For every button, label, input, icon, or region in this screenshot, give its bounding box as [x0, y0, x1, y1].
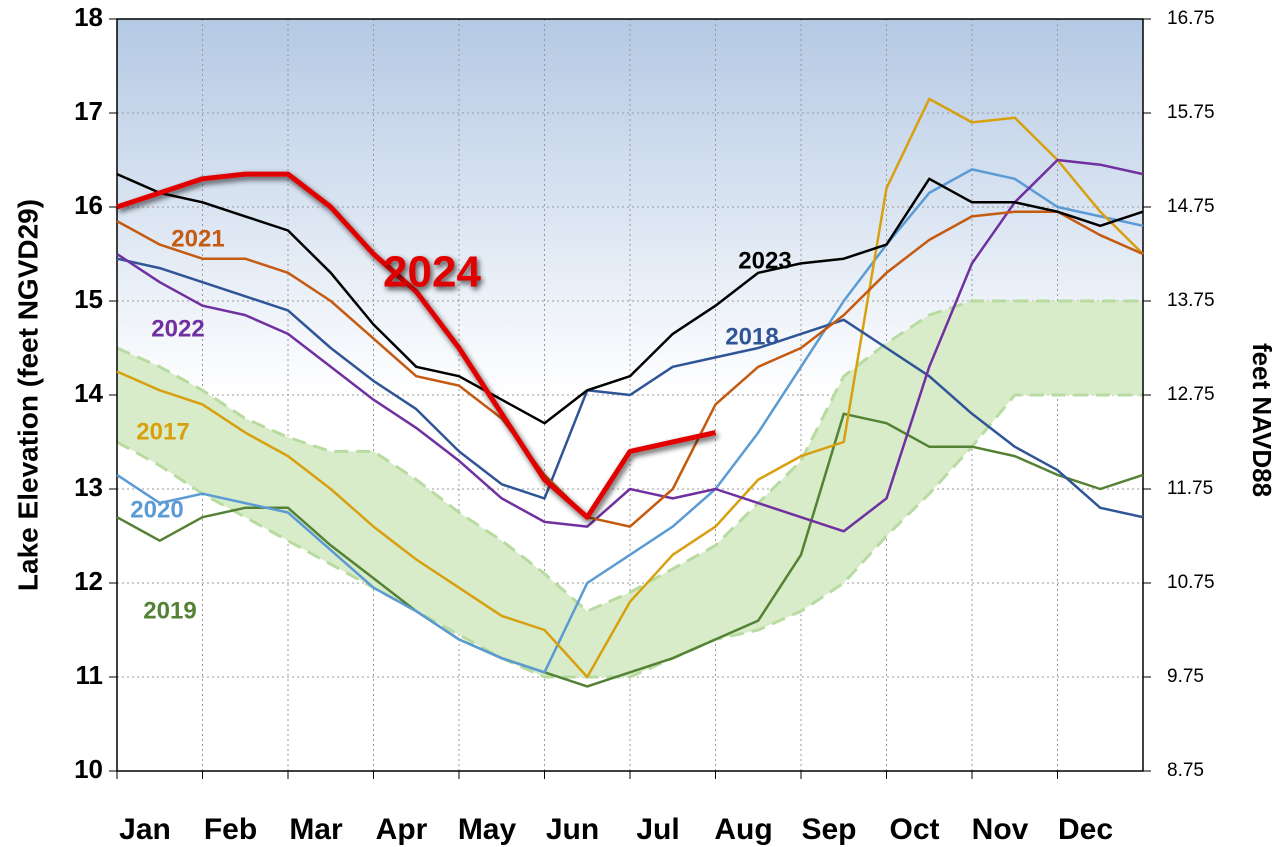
series-line — [116, 257, 1144, 519]
y2-tick-label: 10.75 — [1167, 572, 1215, 593]
series-line — [116, 171, 717, 520]
series-label: 2020 — [130, 496, 183, 523]
y-tick-label: 17 — [74, 96, 103, 126]
y2-axis-title: feet NAVD88 — [1247, 343, 1277, 497]
x-tick-label: Nov — [972, 813, 1029, 846]
y2-tick-label: 13.75 — [1167, 290, 1215, 311]
band-edge — [116, 299, 1143, 613]
y-tick-label: 13 — [74, 472, 103, 502]
x-tick-label: Mar — [289, 813, 343, 846]
series-label: 2018 — [725, 323, 778, 350]
y2-tick-label: 16.75 — [1167, 8, 1215, 29]
x-tick-label: Feb — [204, 813, 257, 846]
series-line — [116, 168, 1144, 674]
y-tick-label: 18 — [74, 2, 103, 32]
series-label: 2017 — [136, 418, 189, 445]
y2-tick-label: 9.75 — [1167, 666, 1204, 687]
plot-frame — [116, 18, 1144, 772]
x-tick-label: Jul — [636, 813, 679, 846]
series-line — [116, 97, 1144, 679]
x-tick-label: Jan — [119, 813, 171, 846]
series-line — [116, 172, 1144, 425]
series-line — [116, 158, 1144, 533]
x-tick-label: Jun — [546, 813, 599, 846]
y2-tick-label: 12.75 — [1167, 384, 1215, 405]
series-line — [116, 412, 1144, 688]
y-tick-label: 10 — [74, 754, 103, 784]
x-tick-label: Dec — [1058, 813, 1113, 846]
series-label: 2021 — [171, 225, 224, 252]
x-tick-label: Aug — [714, 813, 772, 846]
y2-tick-label: 15.75 — [1167, 102, 1215, 123]
y-tick-label: 11 — [76, 660, 104, 690]
band-area — [117, 301, 1143, 677]
y-axis-title: Lake Elevation (feet NGVD29) — [12, 199, 43, 591]
series-line — [116, 210, 1144, 528]
y2-tick-label: 8.75 — [1167, 760, 1204, 781]
series-label: 2023 — [738, 247, 791, 274]
y-tick-label: 16 — [74, 190, 103, 220]
series-label: 2022 — [151, 315, 204, 342]
y-tick-label: 14 — [74, 378, 103, 408]
x-tick-label: Sep — [801, 813, 856, 846]
y-tick-label: 12 — [74, 566, 103, 596]
x-tick-label: Apr — [376, 813, 428, 846]
x-tick-label: May — [458, 813, 517, 846]
series-label: 2019 — [143, 597, 196, 624]
y2-tick-label: 14.75 — [1167, 196, 1215, 217]
x-tick-label: Oct — [889, 813, 939, 846]
series-label: 2024 — [383, 248, 481, 297]
y-tick-label: 15 — [74, 284, 103, 314]
y2-tick-label: 11.75 — [1167, 478, 1213, 499]
